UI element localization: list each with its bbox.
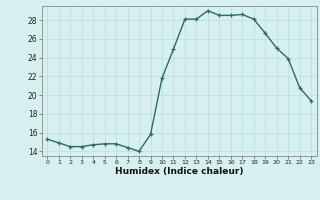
X-axis label: Humidex (Indice chaleur): Humidex (Indice chaleur) xyxy=(115,167,244,176)
